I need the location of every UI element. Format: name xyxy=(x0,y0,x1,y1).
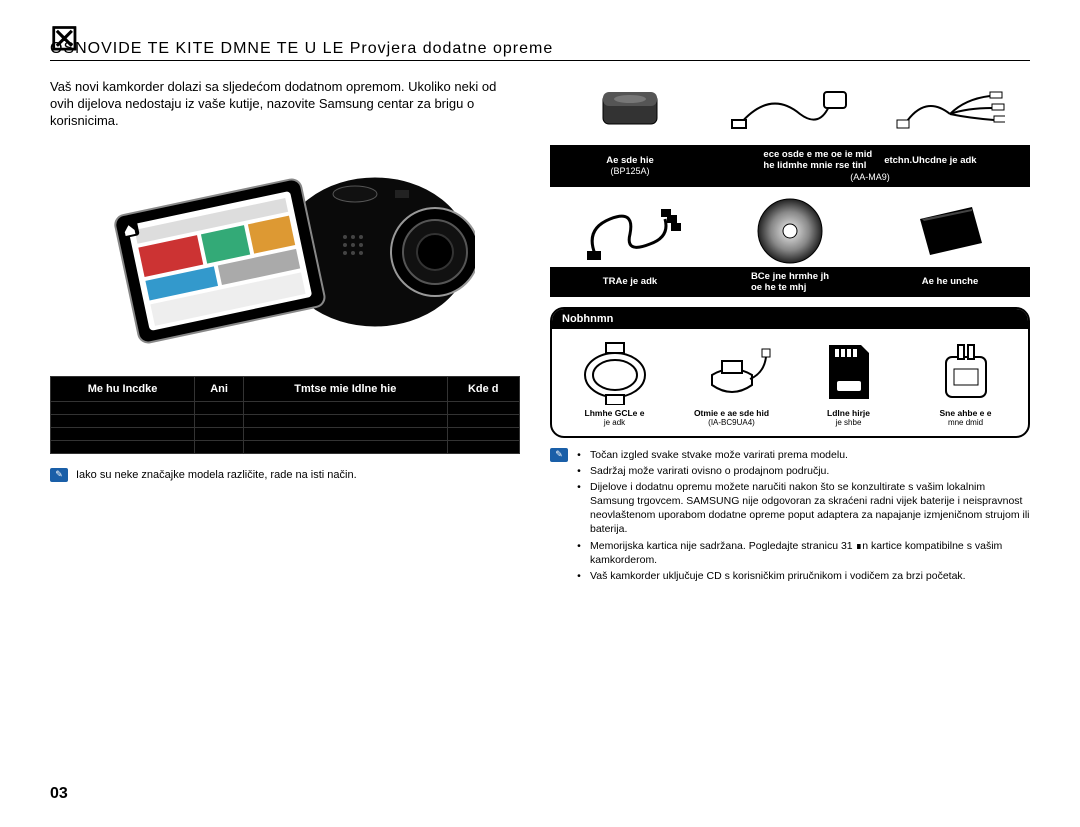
bullet-icon: • xyxy=(574,464,584,478)
bullet-icon: • xyxy=(574,539,584,567)
tra-label: TRAe je adk xyxy=(550,267,710,298)
accessory-av-cable-top xyxy=(870,71,1030,145)
label-text: Otmie e ae sde hid xyxy=(694,408,769,418)
label-text: Lhmhe GCLe e xyxy=(585,408,645,418)
label-text: Ae sde hie xyxy=(606,155,654,166)
cd-label: BCe jne hrmhe jh oe he te mhj xyxy=(710,267,870,298)
right-column: Ae sde hie (BP125A) ece osde e me oe ie … xyxy=(550,71,1030,585)
model-th-3: Tmtse mie Idlne hie xyxy=(244,376,447,401)
page-number: 03 xyxy=(50,785,68,803)
label-text: BCe jne hrmhe jh oe he te mhj xyxy=(751,271,829,294)
accessory-cd xyxy=(710,193,870,267)
label-sub: (IA-BC9UA4) xyxy=(673,419,790,428)
cell xyxy=(195,427,244,440)
optional-cradle: Otmie e ae sde hid (IA-BC9UA4) xyxy=(673,335,790,427)
label-text: TRAe je adk xyxy=(603,276,657,287)
accessory-tra-cable xyxy=(550,193,710,267)
label-sub: je adk xyxy=(556,419,673,428)
left-column: Vaš novi kamkorder dolazi sa sljedećom d… xyxy=(50,71,520,585)
accessories-row-1-labels: Ae sde hie (BP125A) ece osde e me oe ie … xyxy=(550,145,1030,187)
cell xyxy=(51,440,195,453)
bullet-text: Memorijska kartica nije sadržana. Pogled… xyxy=(590,539,1030,567)
battery-label: Ae sde hie (BP125A) xyxy=(550,145,710,187)
optional-adapter: Sne ahbe e e mne dmid xyxy=(907,335,1024,427)
label-text: Ae he unche xyxy=(922,276,979,287)
optional-heading: Nobhnmn xyxy=(552,309,1028,329)
label-sub: (AA-MA9) xyxy=(850,172,890,183)
table-row xyxy=(51,401,520,414)
charger-icon xyxy=(730,84,850,134)
accessories-row-1 xyxy=(550,71,1030,145)
label-text: Ldlne hirje xyxy=(827,408,870,418)
booklet-label: Ae he unche xyxy=(870,267,1030,298)
model-th-2: Ani xyxy=(195,376,244,401)
bullet-icon: • xyxy=(574,480,584,537)
table-row xyxy=(51,427,520,440)
camcorder-illustration xyxy=(95,142,475,362)
label-sub: je shbe xyxy=(790,419,907,428)
cell xyxy=(195,401,244,414)
cd-icon xyxy=(755,196,825,266)
cell xyxy=(51,414,195,427)
bullet-icon: • xyxy=(574,448,584,462)
bullet-text: Dijelove i dodatnu opremu možete naručit… xyxy=(590,480,1030,537)
cell xyxy=(51,427,195,440)
note-icon: ✎ xyxy=(550,448,568,462)
model-table: Me hu Incdke Ani Tmtse mie Idlne hie Kde… xyxy=(50,376,520,454)
sd-card-icon xyxy=(821,339,877,405)
cell xyxy=(244,427,447,440)
bullet-text: Točan izgled svake stvake može varirati … xyxy=(590,448,1030,462)
table-row xyxy=(51,414,520,427)
optional-hdmi: Lhmhe GCLe e je adk xyxy=(556,335,673,427)
battery-icon xyxy=(595,86,665,132)
adapter-icon xyxy=(934,339,998,405)
charger-label: ece osde e me oe ie mid he lidmhe mnie r… xyxy=(710,145,1030,187)
cell xyxy=(244,414,447,427)
bullet-text: Vaš kamkorder uključuje CD s korisničkim… xyxy=(590,569,1030,583)
cradle-icon xyxy=(692,339,772,405)
cell xyxy=(447,427,519,440)
hdmi-cable-icon xyxy=(570,339,660,405)
intro-text: Vaš novi kamkorder dolazi sa sljedećom d… xyxy=(50,79,520,130)
optional-box: Nobhnmn Lhmhe GCLe e xyxy=(550,307,1030,437)
close-icon: ☒ xyxy=(50,20,79,58)
model-th-4: Kde d xyxy=(447,376,519,401)
label-sub: mne dmid xyxy=(907,419,1024,428)
note-icon: ✎ xyxy=(50,468,68,482)
left-footnote: Iako su neke značajke modela različite, … xyxy=(76,468,357,482)
model-th-1: Me hu Incdke xyxy=(51,376,195,401)
table-row xyxy=(51,440,520,453)
cell xyxy=(244,440,447,453)
booklet-icon xyxy=(910,201,990,261)
label-text: Sne ahbe e e xyxy=(940,408,992,418)
label-sub: (BP125A) xyxy=(610,166,649,177)
accessories-row-2-labels: TRAe je adk BCe jne hrmhe jh oe he te mh… xyxy=(550,267,1030,298)
cell xyxy=(447,414,519,427)
accessories-row-2 xyxy=(550,193,1030,267)
av-cable-icon xyxy=(575,199,685,263)
cell xyxy=(244,401,447,414)
accessory-battery xyxy=(550,71,710,145)
cell xyxy=(195,440,244,453)
cell xyxy=(447,440,519,453)
cell xyxy=(51,401,195,414)
accessory-booklet xyxy=(870,193,1030,267)
bullet-text: Sadržaj može varirati ovisno o prodajnom… xyxy=(590,464,1030,478)
page-heading: OSNOVIDE TE KITE DMNE TE U LE Provjera d… xyxy=(50,40,1030,61)
accessory-charger xyxy=(710,71,870,145)
cell xyxy=(447,401,519,414)
bullet-icon: • xyxy=(574,569,584,583)
triple-cable-icon xyxy=(895,84,1005,134)
label-text-right: etchn.Uhcdne je adk xyxy=(884,155,976,166)
cell xyxy=(195,414,244,427)
notes-list: ✎ • Točan izgled svake stvake može varir… xyxy=(550,448,1030,584)
optional-sd: Ldlne hirje je shbe xyxy=(790,335,907,427)
label-text: ece osde e me oe ie mid he lidmhe mnie r… xyxy=(763,149,872,172)
